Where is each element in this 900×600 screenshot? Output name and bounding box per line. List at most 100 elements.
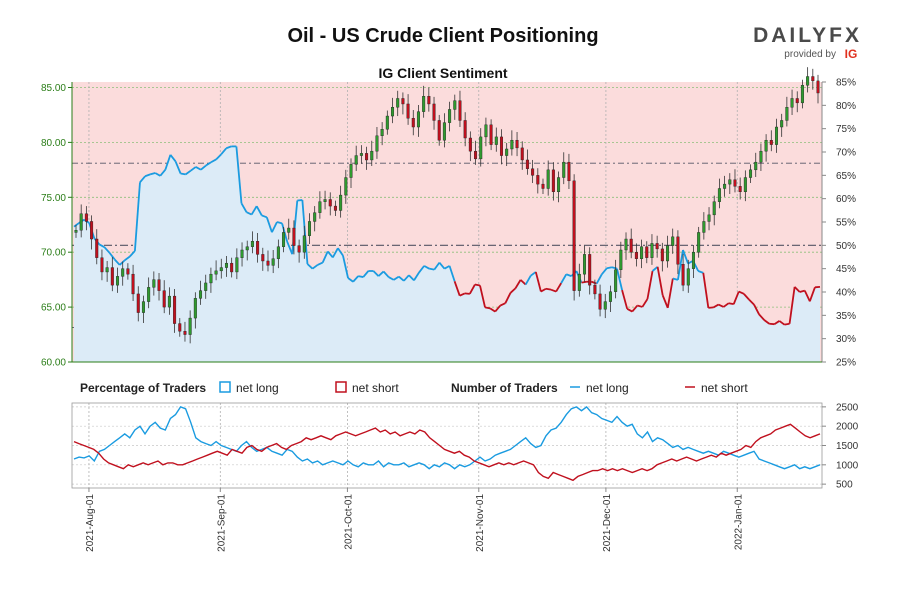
lower-tick-label: 2000 bbox=[836, 422, 859, 433]
net-long-line-segment bbox=[317, 261, 324, 266]
net-long-line-segment bbox=[403, 274, 410, 282]
legend: Percentage of Traders net long net short… bbox=[80, 381, 748, 395]
dailyfx-logo: DAILYFX provided by IG bbox=[753, 24, 863, 61]
candle-up bbox=[577, 273, 581, 291]
candle-down bbox=[126, 268, 130, 275]
right-tick-label: 85% bbox=[836, 78, 856, 89]
net-long-line-segment bbox=[565, 273, 572, 277]
net-short-line-segment bbox=[555, 282, 562, 292]
candle-down bbox=[489, 124, 493, 145]
net-long-line-segment bbox=[139, 175, 146, 183]
net-long-line-segment bbox=[210, 158, 217, 164]
candle-up bbox=[806, 76, 810, 86]
candle-up bbox=[167, 295, 171, 308]
net-long-line-segment bbox=[261, 214, 268, 219]
candle-up bbox=[147, 287, 151, 302]
candle-down bbox=[572, 180, 576, 291]
net-short-line-segment bbox=[499, 302, 506, 307]
candle-down bbox=[292, 227, 296, 246]
candle-down bbox=[136, 293, 140, 313]
net-short-line-segment bbox=[809, 287, 816, 302]
candle-down bbox=[499, 136, 503, 156]
candle-up bbox=[723, 183, 727, 189]
lower-tick-label: 2500 bbox=[836, 402, 859, 413]
candle-up bbox=[442, 122, 446, 141]
candle-up bbox=[728, 179, 732, 185]
net-long-line-segment bbox=[418, 265, 425, 273]
candle-down bbox=[230, 262, 234, 273]
candle-down bbox=[816, 80, 820, 94]
net-long-line-segment bbox=[697, 270, 704, 274]
candle-down bbox=[95, 238, 99, 258]
candle-up bbox=[562, 161, 566, 178]
net-long-line-segment bbox=[113, 258, 121, 266]
candle-up bbox=[116, 276, 120, 286]
net-short-line-segment bbox=[743, 293, 750, 301]
net-long-line-segment bbox=[185, 169, 192, 176]
right-tick-label: 40% bbox=[836, 288, 856, 299]
candle-up bbox=[546, 169, 550, 189]
net-short-line-segment bbox=[723, 302, 730, 308]
net-long-line-segment bbox=[134, 182, 141, 251]
net-short-line-segment bbox=[626, 308, 633, 313]
candle-up bbox=[391, 107, 395, 117]
candle-up bbox=[209, 273, 213, 284]
lower-plot-grid bbox=[72, 403, 822, 488]
net-long-line-segment bbox=[169, 154, 177, 162]
net-short-line-segment bbox=[656, 266, 664, 296]
net-long-line-segment bbox=[358, 275, 364, 278]
candle-up bbox=[235, 257, 239, 273]
net-long-line-segment bbox=[347, 277, 354, 283]
candle-up bbox=[619, 249, 623, 270]
legend-pct-long-label: net long bbox=[236, 381, 279, 395]
net-long-line-segment bbox=[429, 267, 435, 271]
net-long-line-segment bbox=[174, 160, 182, 174]
net-short-line-segment bbox=[519, 279, 527, 286]
candle-down bbox=[567, 161, 571, 182]
candle-down bbox=[333, 205, 337, 211]
net-long-line-segment bbox=[265, 217, 273, 233]
net-long-line-segment bbox=[606, 266, 613, 270]
net-short-line-segment bbox=[479, 285, 486, 308]
net-long-line-segment bbox=[438, 262, 446, 270]
net-short-line-segment bbox=[540, 287, 547, 293]
net-long-line-segment bbox=[240, 202, 248, 213]
net-short-line-segment bbox=[474, 283, 481, 287]
candle-up bbox=[282, 232, 286, 247]
candle-up bbox=[199, 290, 203, 299]
candle-down bbox=[733, 179, 737, 187]
net-short-line-segment bbox=[758, 313, 765, 321]
net-long-line-segment bbox=[73, 222, 80, 228]
candle-down bbox=[468, 137, 472, 152]
net-short-line-segment bbox=[459, 292, 466, 297]
net-long-line-segment bbox=[337, 247, 344, 257]
legend-pct-short-swatch bbox=[335, 381, 347, 393]
net-long-line-segment bbox=[119, 259, 126, 266]
net-short-line-segment bbox=[641, 298, 649, 308]
candle-up bbox=[743, 177, 747, 193]
net-short-line-segment bbox=[484, 306, 491, 310]
candle-up bbox=[666, 245, 670, 262]
candle-up bbox=[375, 135, 379, 152]
legend-pct-short-label: net short bbox=[352, 381, 399, 395]
candle-up bbox=[74, 230, 78, 233]
candle-down bbox=[297, 245, 301, 253]
right-tick-label: 45% bbox=[836, 264, 856, 275]
net-short-line-segment bbox=[793, 286, 801, 293]
net-long-line-segment bbox=[250, 205, 258, 215]
candle-down bbox=[110, 267, 114, 286]
net-long-line-segment bbox=[595, 273, 603, 285]
candle-down bbox=[84, 213, 88, 222]
candle-down bbox=[183, 331, 187, 335]
net-long-line-segment bbox=[235, 146, 243, 204]
legend-percentage-title: Percentage of Traders bbox=[80, 381, 206, 395]
candle-up bbox=[790, 98, 794, 108]
candle-up bbox=[240, 249, 244, 258]
candle-down bbox=[531, 168, 535, 176]
candle-up bbox=[650, 243, 654, 258]
candle-up bbox=[707, 214, 711, 222]
candle-up bbox=[702, 221, 706, 233]
date-tick-label: 2021-Dec-01 bbox=[602, 494, 613, 552]
candle-up bbox=[484, 124, 488, 138]
